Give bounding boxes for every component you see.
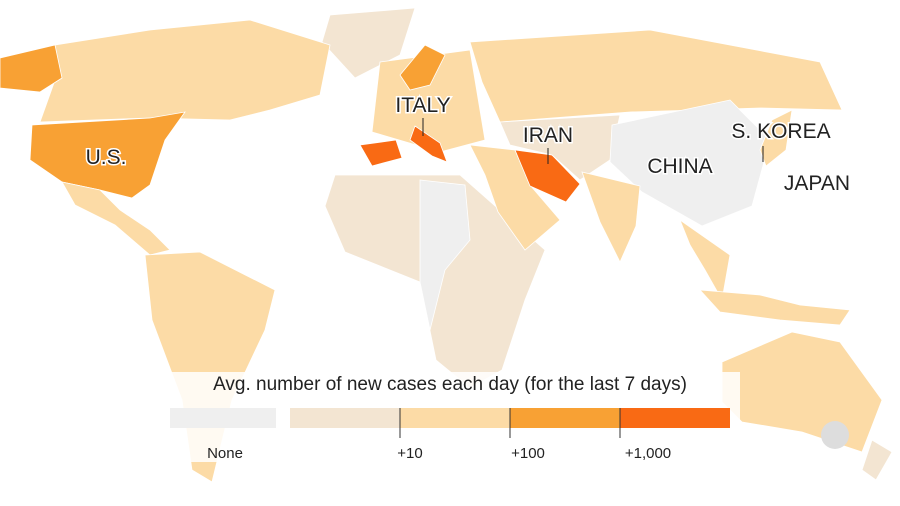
central-africa [419,179,471,331]
indonesia [699,289,851,326]
japan [759,109,793,167]
legend-label: +1,000 [625,445,671,462]
australia [721,331,883,453]
united-states [29,111,186,199]
country-label: CHINA [647,155,712,178]
countries [0,7,893,483]
china [609,99,771,227]
country-label: U.S. [86,146,127,169]
new-zealand [861,439,893,481]
russia [469,29,843,123]
leaders [422,118,764,164]
legend-label: None [207,445,243,462]
southeast-asia [679,218,731,302]
scandinavia [399,44,446,91]
legend-swatch [510,408,620,428]
alaska [0,44,63,93]
greenland [321,7,416,79]
central-asia [499,114,621,181]
legend-swatch [400,408,510,428]
country-label: IRAN [523,124,573,147]
italy [409,125,448,163]
country-label: ITALY [395,94,450,117]
legend-swatch [170,408,276,428]
legend-swatch [290,408,400,428]
legend-title: Avg. number of new cases each day (for t… [213,374,687,395]
iran [514,149,581,203]
legend-label: +100 [511,445,545,462]
legend: Avg. number of new cases each day (for t… [165,372,740,462]
india [581,171,641,263]
country-label: S. KOREA [731,120,830,143]
canada [39,19,331,123]
mexico-central-america [61,181,171,256]
logo [821,421,849,449]
legend-label: +10 [397,445,422,462]
country-label: JAPAN [784,172,850,195]
legend-swatch [620,408,730,428]
spain [359,139,403,167]
